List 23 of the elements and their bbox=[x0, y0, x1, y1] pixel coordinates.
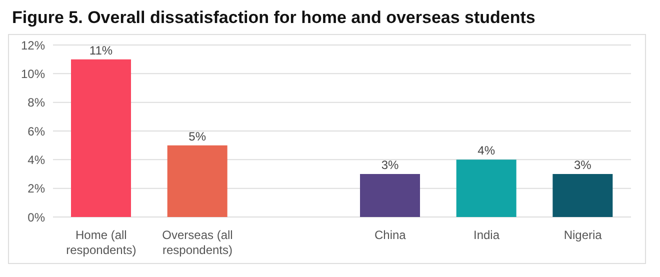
y-tick-label: 8% bbox=[28, 96, 46, 110]
data-label: 4% bbox=[478, 144, 496, 158]
bar bbox=[167, 145, 228, 217]
x-tick-label: China bbox=[374, 228, 406, 242]
bar bbox=[360, 174, 420, 217]
data-label: 11% bbox=[89, 43, 113, 58]
y-tick-label: 4% bbox=[28, 152, 46, 167]
bar bbox=[71, 59, 131, 217]
data-label: 5% bbox=[188, 129, 206, 144]
y-tick-label: 0% bbox=[28, 210, 46, 224]
y-tick-label: 12% bbox=[20, 38, 46, 52]
x-tick-label: India bbox=[473, 228, 500, 242]
bar bbox=[552, 174, 613, 217]
y-tick-label: 2% bbox=[28, 182, 46, 196]
y-tick-label: 6% bbox=[28, 124, 46, 138]
x-tick-label: Overseas (all respondents) bbox=[162, 228, 233, 257]
data-label: 3% bbox=[381, 158, 399, 172]
data-label: 3% bbox=[574, 158, 592, 172]
chart-title: Figure 5. Overall dissatisfaction for home and overseas students bbox=[12, 8, 536, 28]
bar bbox=[456, 160, 516, 217]
x-tick-label: Nigeria bbox=[564, 228, 602, 242]
y-tick-label: 10% bbox=[20, 66, 46, 81]
x-tick-label: Home (all respondents) bbox=[66, 228, 136, 257]
